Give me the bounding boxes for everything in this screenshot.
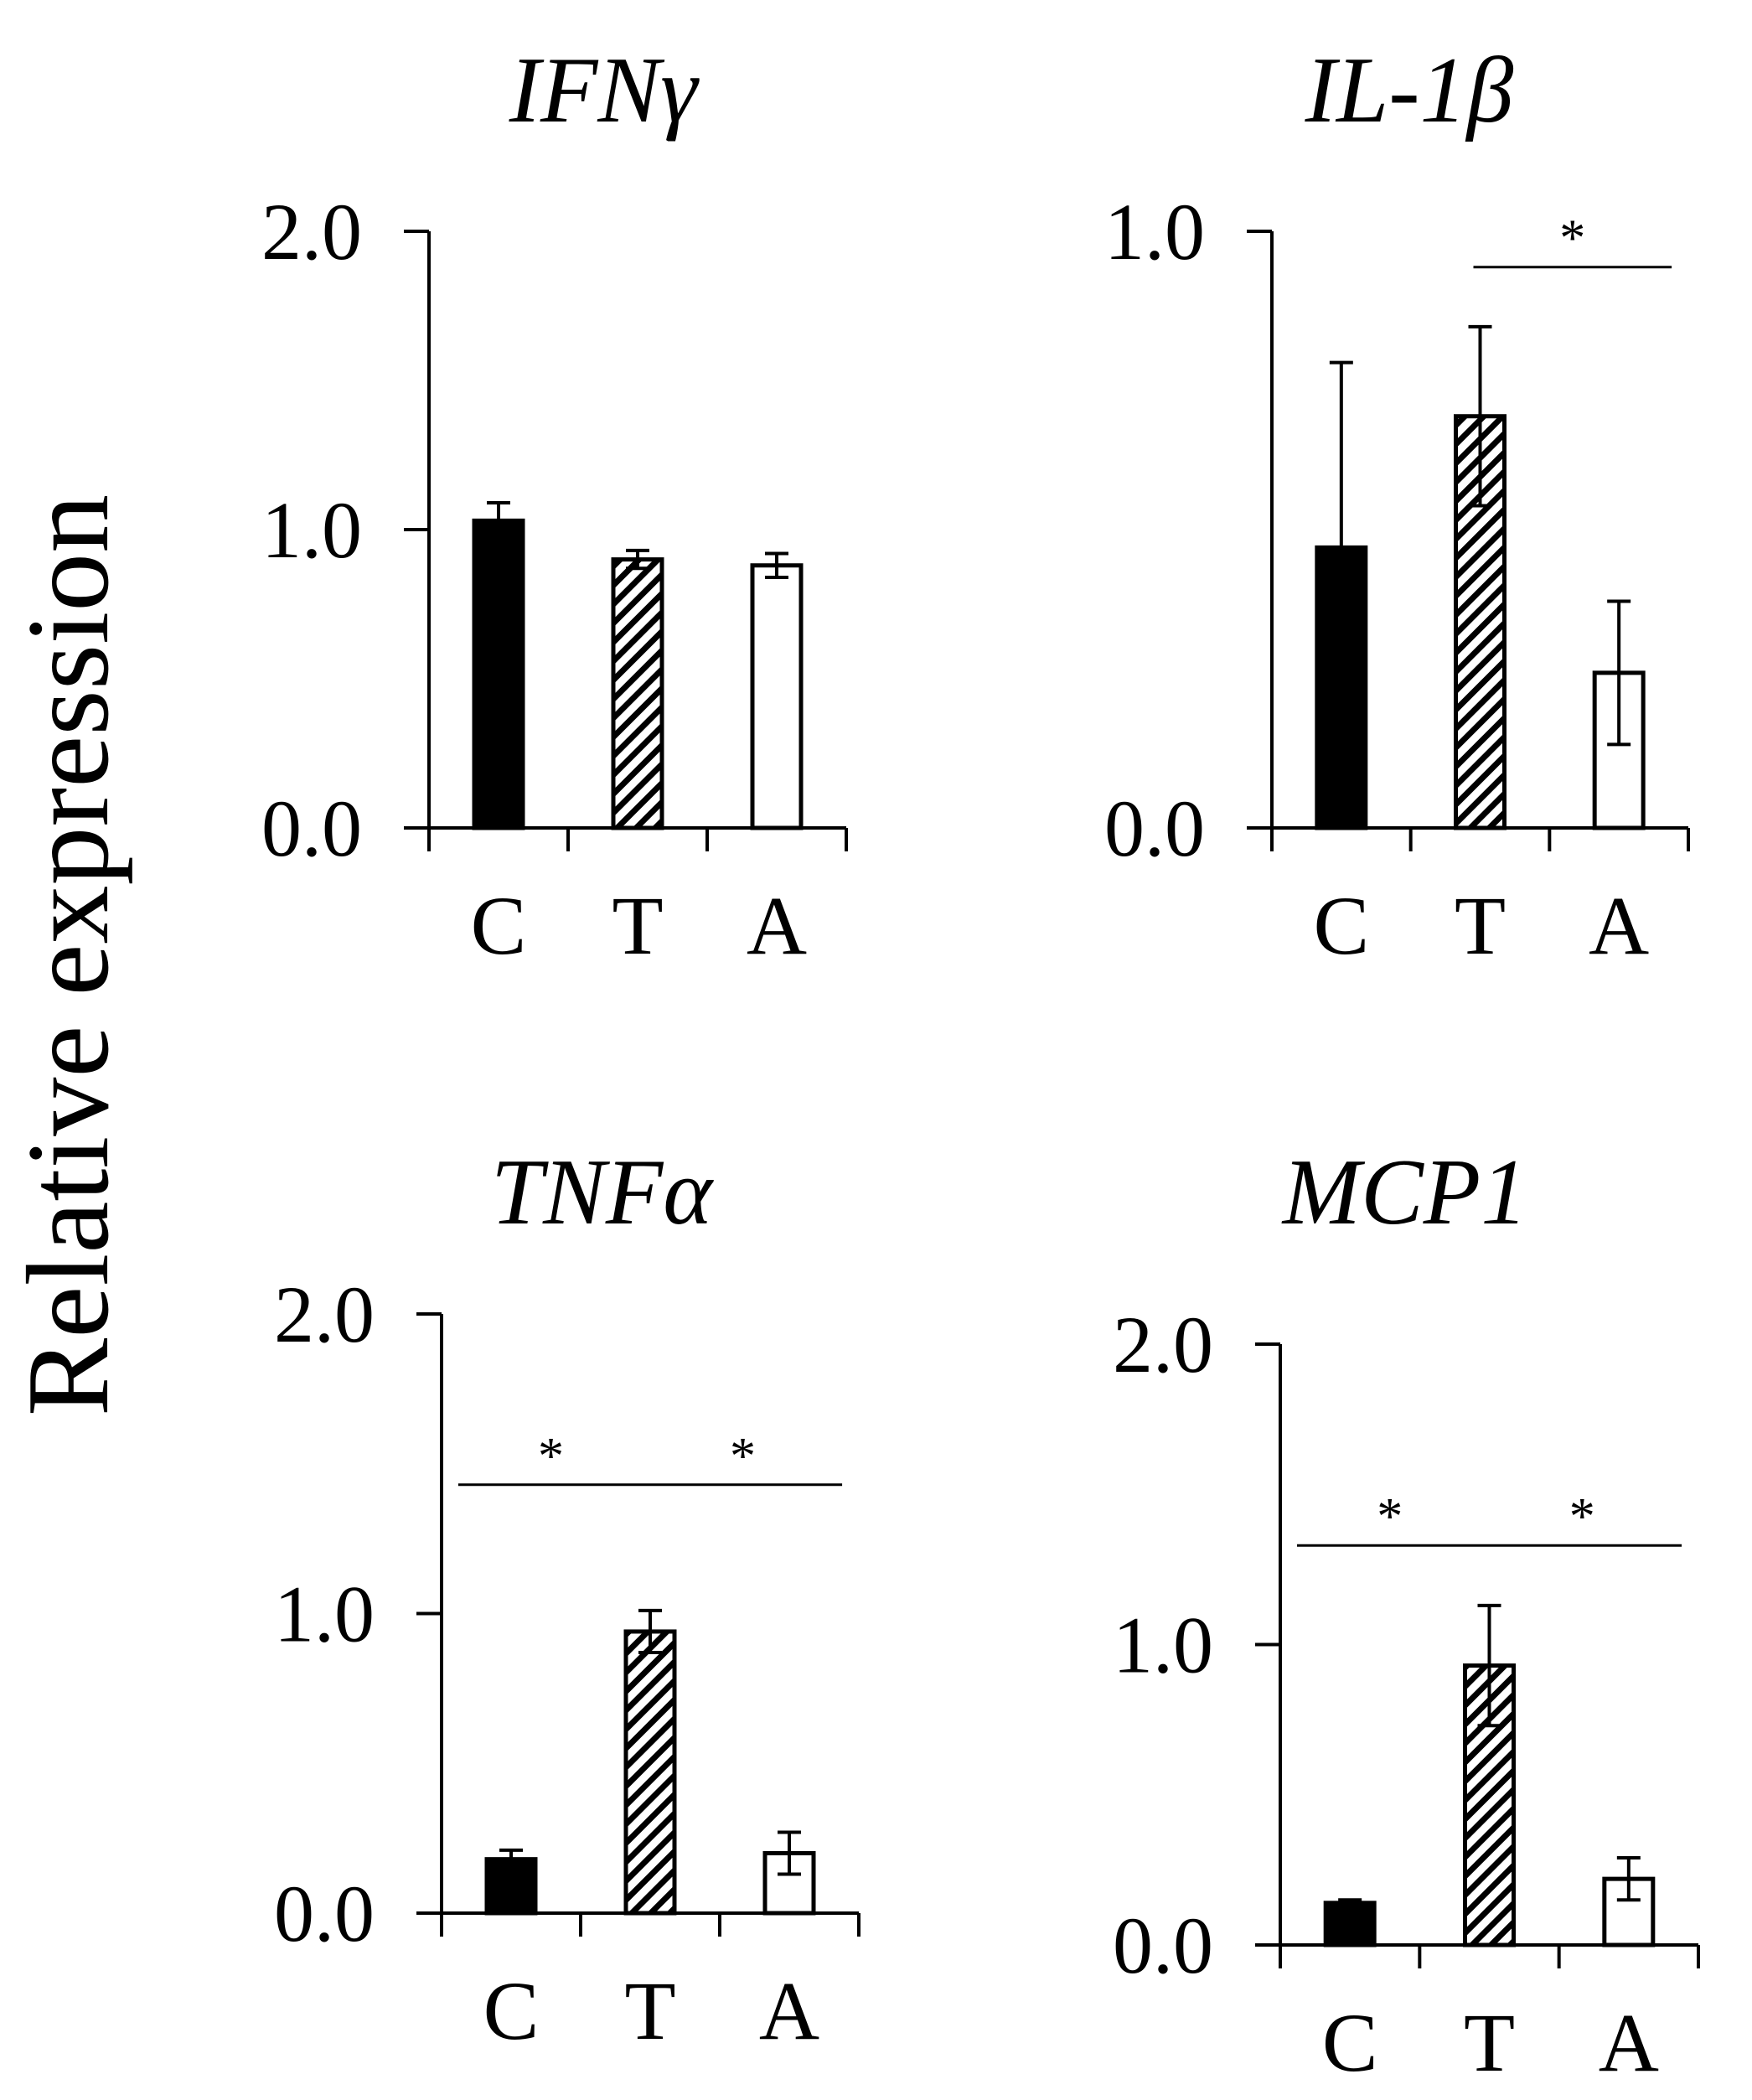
- bar-treated: [623, 1629, 677, 1916]
- category-label-t: T: [1464, 1996, 1515, 2089]
- error-bar-control: [1338, 1898, 1362, 1908]
- y-tick-label: 0.0: [1104, 784, 1205, 873]
- category-label-a: A: [759, 1964, 819, 2057]
- significance-star: *: [1569, 1488, 1595, 1545]
- panel-title: MCP1: [1281, 1141, 1527, 1244]
- significance-star: *: [1559, 210, 1585, 267]
- bar-alternative: [750, 563, 804, 830]
- error-bar-treated: [638, 1608, 662, 1654]
- error-bar-treated: [1468, 324, 1492, 508]
- category-label-t: T: [612, 879, 663, 972]
- y-tick-label: 1.0: [261, 485, 362, 575]
- category-label-t: T: [1455, 879, 1506, 972]
- error-bar-alternative: [1607, 599, 1631, 747]
- significance-star: *: [538, 1428, 564, 1485]
- error-bar-control: [499, 1848, 523, 1870]
- panel-tnfa: TNFα 0.0 1.0 2.0 C T A * *: [274, 1141, 860, 2057]
- y-axis-label: Relative expression: [3, 494, 133, 1416]
- y-tick-label: 2.0: [1113, 1300, 1213, 1389]
- significance-star: *: [1377, 1488, 1403, 1545]
- category-label-c: C: [483, 1964, 540, 2057]
- category-label-a: A: [747, 879, 807, 972]
- y-tick-label: 1.0: [274, 1570, 375, 1659]
- error-bar-control: [1329, 360, 1353, 735]
- category-label-c: C: [1322, 1996, 1378, 2089]
- y-tick-label: 0.0: [1113, 1901, 1213, 1990]
- error-bar-alternative: [778, 1830, 801, 1876]
- y-tick-label: 1.0: [1104, 187, 1205, 277]
- panel-title: TNFα: [491, 1141, 714, 1244]
- y-tick-label: 1.0: [1113, 1601, 1213, 1690]
- error-bar-control: [487, 500, 510, 541]
- error-bar-alternative: [1616, 1856, 1641, 1902]
- category-label-a: A: [1589, 879, 1649, 972]
- bar-treated: [611, 557, 664, 830]
- category-label-c: C: [471, 879, 527, 972]
- error-bar-alternative: [765, 551, 788, 579]
- panel-il1b: IL-1β 0.0 1.0 C T A *: [1104, 39, 1690, 972]
- y-tick-label: 2.0: [261, 187, 362, 277]
- category-label-a: A: [1599, 1996, 1659, 2089]
- panel-title: IL-1β: [1305, 39, 1514, 142]
- bar-control: [1323, 1901, 1377, 1947]
- y-tick-label: 0.0: [274, 1869, 375, 1958]
- panel-ifng: IFNγ 0.0 1.0 2.0 C T A: [261, 39, 848, 972]
- panel-mcp1: MCP1 0.0 1.0 2.0 C T A * *: [1113, 1141, 1700, 2089]
- bar-control: [472, 518, 525, 830]
- error-bar-treated: [1477, 1603, 1501, 1728]
- category-label-t: T: [624, 1964, 675, 2057]
- error-bar-treated: [626, 548, 649, 571]
- y-tick-label: 0.0: [261, 784, 362, 873]
- y-tick-label: 2.0: [274, 1270, 375, 1359]
- significance-star: *: [730, 1428, 756, 1485]
- category-label-c: C: [1313, 879, 1369, 972]
- panel-title: IFNγ: [509, 39, 700, 142]
